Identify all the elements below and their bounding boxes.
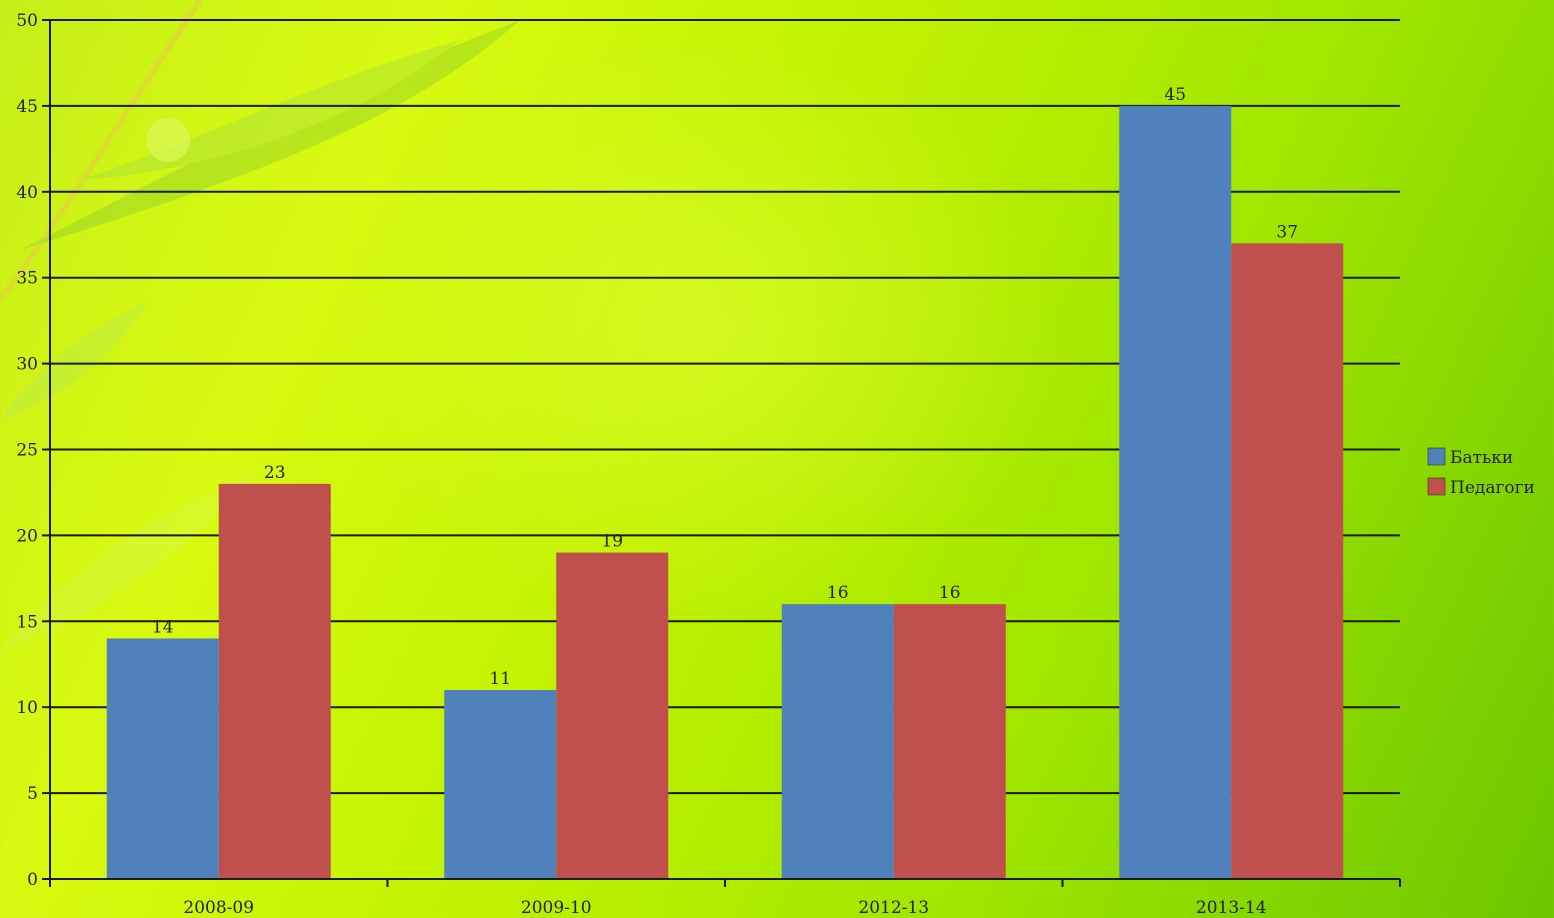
y-tick-label: 0 [27, 870, 38, 890]
data-labels: 14 23 11 19 16 16 45 37 [152, 85, 1298, 689]
legend-label: Педагоги [1450, 478, 1535, 498]
data-label: 16 [827, 583, 849, 603]
y-tick-label: 5 [27, 784, 38, 804]
bar-series1 [1119, 105, 1232, 879]
data-label: 14 [152, 617, 174, 637]
x-tick-label: 2009-10 [521, 898, 592, 918]
y-tick-label: 20 [16, 526, 38, 546]
data-label: 19 [601, 532, 623, 552]
legend-label: Батьки [1450, 448, 1513, 468]
y-tick-label: 30 [16, 355, 38, 375]
y-tick-label: 50 [16, 11, 38, 31]
data-label: 23 [264, 463, 286, 483]
bar-series2 [893, 604, 1006, 879]
legend-swatch [1427, 447, 1446, 466]
bar-series1 [444, 690, 557, 879]
x-tick-label: 2012-13 [858, 898, 929, 918]
bar-series1 [781, 604, 894, 879]
x-tick-label: 2008-09 [183, 898, 254, 918]
data-label: 16 [939, 583, 961, 603]
y-tick-label: 35 [16, 269, 38, 289]
legend: Батьки Педагоги [1427, 447, 1535, 498]
y-tick-label: 25 [16, 441, 38, 461]
bar-series2 [556, 552, 669, 879]
data-label: 45 [1164, 85, 1186, 105]
data-label: 11 [489, 669, 511, 689]
data-label: 37 [1276, 222, 1298, 242]
bar-series2 [1231, 243, 1344, 880]
bar-series2 [218, 483, 331, 879]
y-tick-label: 15 [16, 612, 38, 632]
bars [106, 105, 1344, 880]
y-tick-label: 40 [16, 183, 38, 203]
axes: 0 5 10 15 20 25 30 35 40 45 50 2008-09 2009-10 2012-1… [16, 11, 1401, 918]
legend-swatch [1427, 477, 1446, 496]
x-tick-label: 2013-14 [1196, 898, 1267, 918]
y-tick-label: 45 [16, 97, 38, 117]
y-tick-label: 10 [16, 698, 38, 718]
bar-series1 [106, 638, 219, 879]
